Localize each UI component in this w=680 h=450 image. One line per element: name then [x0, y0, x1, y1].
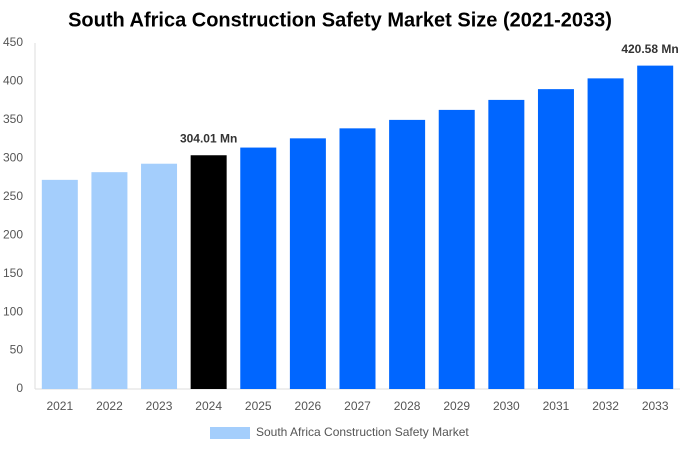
y-tick-label: 150 — [3, 266, 23, 280]
y-tick-label: 250 — [3, 189, 23, 203]
chart-title: South Africa Construction Safety Market … — [68, 9, 612, 31]
x-tick-label: 2024 — [195, 399, 222, 413]
bar — [637, 65, 674, 389]
y-tick-label: 100 — [3, 304, 23, 318]
bar — [141, 163, 178, 389]
value-label: 420.58 Mn — [621, 42, 678, 56]
y-tick-label: 400 — [3, 74, 23, 88]
bar — [240, 147, 277, 389]
bar — [91, 172, 128, 389]
bar — [289, 138, 326, 389]
y-tick-label: 200 — [3, 227, 23, 241]
bar — [587, 78, 624, 389]
x-tick-label: 2028 — [394, 399, 421, 413]
y-tick-label: 450 — [3, 35, 23, 49]
x-tick-label: 2022 — [96, 399, 123, 413]
bar — [438, 109, 475, 389]
y-tick-label: 300 — [3, 151, 23, 165]
bar — [488, 99, 525, 390]
bar — [389, 119, 426, 389]
value-label: 304.01 Mn — [180, 131, 237, 145]
legend-label: South Africa Construction Safety Market — [256, 425, 469, 439]
y-tick-label: 50 — [10, 343, 24, 357]
bar — [41, 179, 78, 389]
x-tick-label: 2021 — [46, 399, 73, 413]
x-tick-label: 2031 — [543, 399, 570, 413]
y-tick-label: 0 — [16, 381, 23, 395]
x-tick-label: 2033 — [642, 399, 669, 413]
x-tick-label: 2030 — [493, 399, 520, 413]
x-tick-label: 2032 — [592, 399, 619, 413]
bar — [190, 155, 227, 389]
x-tick-label: 2026 — [295, 399, 322, 413]
legend-swatch — [210, 427, 250, 439]
x-tick-label: 2027 — [344, 399, 371, 413]
y-tick-label: 350 — [3, 112, 23, 126]
bar — [537, 89, 574, 389]
bar — [339, 128, 376, 389]
x-tick-label: 2029 — [443, 399, 470, 413]
x-tick-label: 2023 — [146, 399, 173, 413]
x-tick-label: 2025 — [245, 399, 272, 413]
